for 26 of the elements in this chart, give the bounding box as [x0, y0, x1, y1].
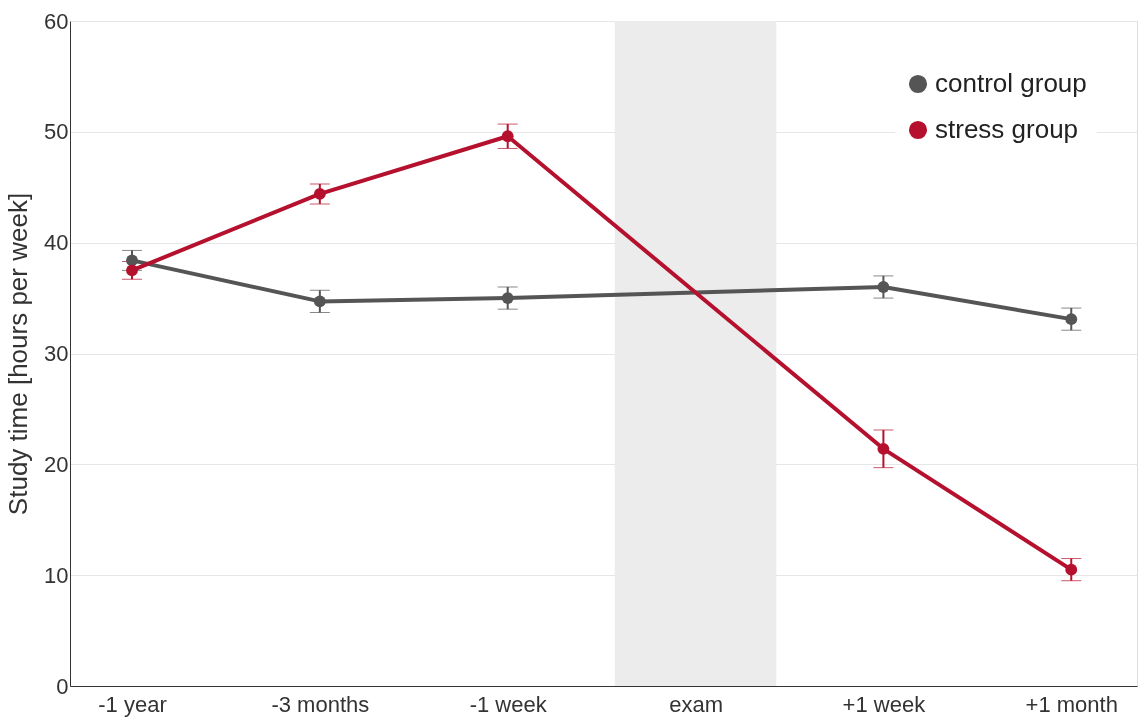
x-tick-label: exam [669, 691, 723, 717]
legend-label: control group [935, 68, 1087, 98]
y-tick-label: 50 [44, 119, 69, 145]
x-tick-label: +1 week [842, 691, 927, 717]
point [1065, 313, 1078, 326]
x-tick-label: -1 year [98, 691, 167, 717]
point [501, 130, 514, 143]
y-axis-title: Study time [hours per week] [3, 192, 34, 516]
point [877, 442, 890, 455]
point [877, 281, 890, 293]
y-tick-label: 40 [44, 230, 69, 256]
y-tick-label: 60 [44, 8, 69, 34]
x-tick-label: -1 week [469, 691, 548, 717]
point [313, 295, 326, 308]
x-tick-label: +1 month [1025, 691, 1118, 717]
point [126, 254, 138, 267]
y-tick-label: 20 [44, 451, 69, 477]
point [1065, 563, 1078, 576]
legend-label: stress group [935, 114, 1079, 144]
x-tick-label: -3 months [271, 691, 370, 717]
y-tick-label: 30 [44, 341, 69, 366]
y-tick-label: 10 [44, 562, 69, 588]
point [126, 264, 138, 277]
y-tick-label: 0 [56, 673, 69, 699]
point [313, 188, 326, 200]
point [501, 292, 514, 304]
